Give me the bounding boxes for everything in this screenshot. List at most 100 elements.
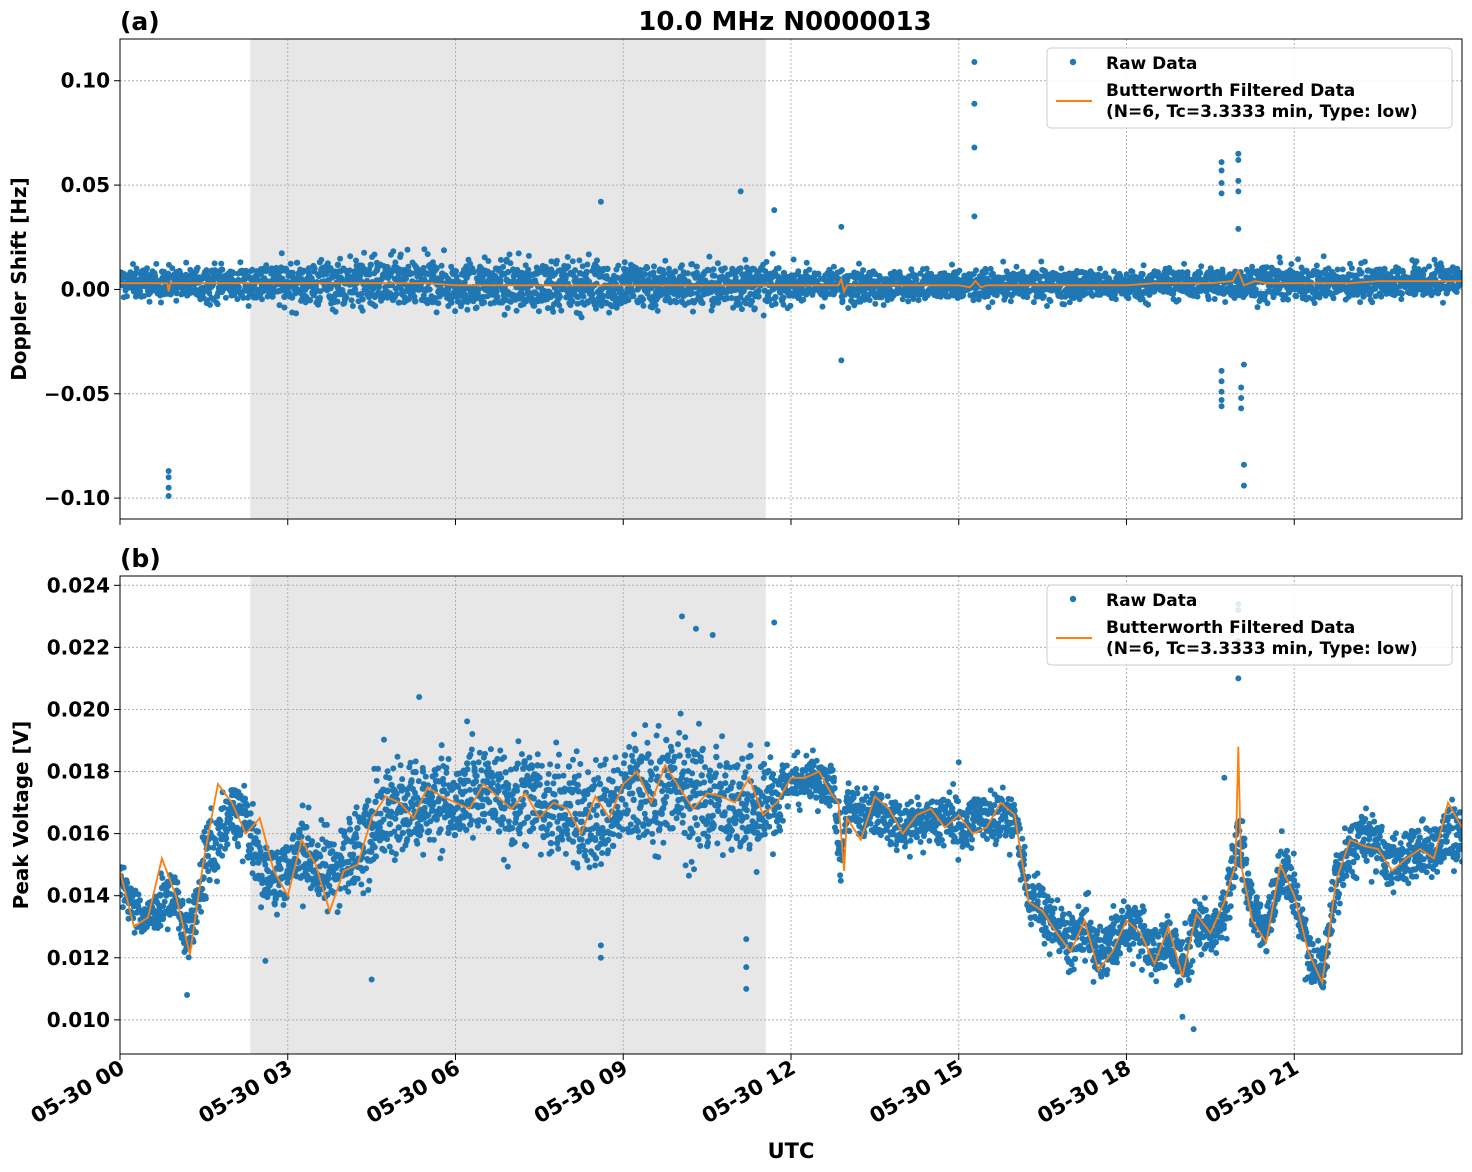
outlier-point (165, 493, 172, 500)
outlier-point (165, 468, 172, 474)
outlier-point (771, 207, 778, 214)
x-tick-label: 05-30 06 (362, 1056, 464, 1129)
panel-a-y-label: Doppler Shift [Hz] (7, 177, 31, 381)
y-tick-label: 0.010 (47, 1008, 110, 1032)
outlier-point (692, 625, 699, 632)
outlier-point (597, 954, 604, 961)
panel-a-legend-filtered-label: Butterworth Filtered Data (N=6, Tc=3.3333… (1106, 81, 1418, 122)
outlier-point (1238, 384, 1245, 391)
outlier-point (743, 936, 750, 943)
outlier-point (1218, 388, 1225, 395)
outlier-point (971, 144, 978, 151)
outlier-point (1190, 1026, 1197, 1033)
outlier-point (262, 957, 269, 964)
panel-b-legend-raw-label: Raw Data (1106, 591, 1197, 611)
outlier-point (1218, 167, 1225, 174)
panel-a-raw-data-band (120, 246, 1462, 321)
outlier-point (955, 759, 962, 766)
x-tick-label: 05-30 12 (698, 1056, 800, 1129)
panel-a-legend-box (1046, 47, 1453, 129)
panel-b-legend-filtered-label: Butterworth Filtered Data (N=6, Tc=3.3333… (1106, 618, 1418, 659)
outlier-point (1240, 482, 1247, 489)
outlier-point (771, 619, 778, 626)
outlier-point (678, 613, 685, 620)
panel-a-filtered-line (120, 268, 1462, 295)
outlier-point (971, 100, 978, 107)
outlier-point (184, 992, 191, 999)
outlier-point (165, 474, 172, 481)
panel-b-legend: Raw Data Butterworth Filtered Data (N=6, … (1046, 584, 1453, 666)
y-tick-label: 0.024 (47, 573, 110, 597)
outlier-point (1238, 405, 1245, 412)
outlier-point (1240, 361, 1247, 368)
panel-a-raw-data-outliers (165, 58, 1247, 500)
x-tick-label: 05-30 18 (1033, 1056, 1135, 1129)
x-tick-label: 05-30 15 (865, 1056, 967, 1129)
outlier-point (597, 198, 604, 205)
y-tick-label: 0.016 (47, 822, 110, 846)
x-tick-label: 05-30 03 (194, 1056, 296, 1129)
panel-b-y-label: Peak Voltage [V] (9, 721, 33, 910)
y-tick-label: 0.05 (61, 173, 110, 197)
panel-b: 0.010 0.012 0.014 0.016 0.018 0.020 0.022 0.024… (9, 544, 1463, 1163)
outlier-point (1218, 159, 1225, 166)
outlier-point (1218, 367, 1225, 374)
panel-b-legend-box (1046, 584, 1453, 666)
y-tick-label: −0.05 (44, 382, 110, 406)
outlier-point (1218, 403, 1225, 410)
outlier-point (1235, 157, 1242, 164)
y-tick-label: 0.00 (61, 277, 110, 301)
outlier-point (1218, 397, 1225, 404)
panel-b-legend-raw-marker (1069, 595, 1077, 603)
y-tick-label: 0.014 (47, 884, 110, 908)
y-tick-label: 0.018 (47, 760, 110, 784)
outlier-point (1235, 225, 1242, 232)
outlier-point (743, 985, 750, 992)
outlier-point (1221, 774, 1228, 781)
outlier-point (597, 942, 604, 949)
y-tick-label: 0.022 (47, 635, 110, 659)
panel-a-legend-raw-label: Raw Data (1106, 54, 1197, 74)
outlier-point (838, 357, 845, 364)
panel-a-legend: Raw Data Butterworth Filtered Data (N=6, … (1046, 47, 1453, 129)
panel-a-y-axis: −0.10 −0.05 0.00 0.05 0.10 (44, 69, 120, 510)
outlier-point (416, 694, 423, 701)
x-tick-label: 05-30 00 (27, 1056, 129, 1129)
outlier-point (838, 223, 845, 230)
outlier-point (737, 188, 744, 195)
outlier-point (971, 58, 978, 65)
panel-a: −0.10 −0.05 0.00 0.05 0.10 (a) 10.0 MHz N000… (7, 7, 1463, 525)
outlier-point (368, 976, 375, 983)
y-tick-label: 0.012 (47, 946, 110, 970)
outlier-point (1235, 150, 1242, 157)
outlier-point (709, 631, 716, 638)
x-axis-label: UTC (768, 1139, 815, 1163)
panel-b-x-axis: 05-30 00 05-30 03 05-30 06 05-30 09 05-30 12… (27, 1054, 1303, 1128)
outlier-point (1218, 180, 1225, 186)
outlier-point (743, 964, 750, 971)
y-tick-label: 0.020 (47, 697, 110, 721)
outlier-point (1238, 394, 1245, 401)
panel-b-plot-area (120, 576, 1462, 1054)
outlier-point (1179, 1013, 1186, 1020)
panel-b-label: (b) (120, 544, 161, 573)
outlier-point (1240, 461, 1247, 468)
y-tick-label: 0.10 (61, 69, 110, 93)
y-tick-label: −0.10 (44, 486, 110, 510)
x-tick-label: 05-30 09 (530, 1056, 632, 1129)
outlier-point (1235, 177, 1242, 184)
outlier-point (1235, 188, 1242, 195)
panel-a-legend-raw-marker (1069, 58, 1077, 66)
chart-title: 10.0 MHz N0000013 (638, 7, 931, 37)
outlier-point (971, 213, 978, 220)
outlier-point (165, 484, 172, 491)
panel-b-y-axis: 0.010 0.012 0.014 0.016 0.018 0.020 0.022 0.024 (47, 573, 120, 1032)
panel-b-filtered-line (120, 746, 1462, 986)
outlier-point (1218, 190, 1225, 197)
panel-a-label: (a) (120, 7, 160, 36)
outlier-point (1218, 378, 1225, 385)
panel-a-x-axis (119, 519, 1295, 525)
outlier-point (1235, 675, 1242, 682)
x-tick-label: 05-30 21 (1201, 1056, 1303, 1129)
